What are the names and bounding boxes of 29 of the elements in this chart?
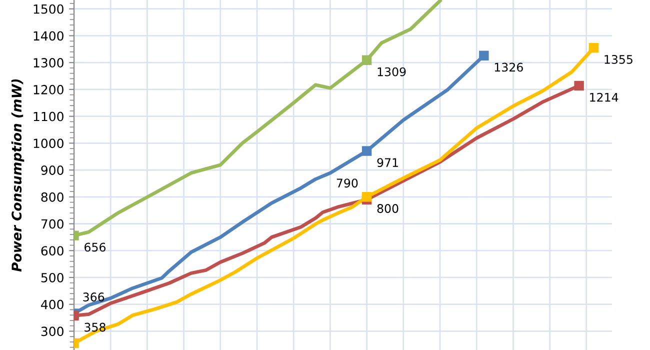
y-tick-label: 1200 bbox=[34, 84, 64, 94]
data-label: 358 bbox=[84, 322, 106, 332]
data-label: 971 bbox=[377, 158, 398, 168]
y-tick-label: 900 bbox=[41, 166, 64, 175]
y-tick-label: 800 bbox=[41, 192, 64, 202]
data-label: 1214 bbox=[590, 92, 618, 102]
data-label: 656 bbox=[84, 242, 106, 252]
point bbox=[362, 146, 372, 156]
data-label: 800 bbox=[377, 204, 398, 213]
y-tick-label: 1300 bbox=[34, 58, 64, 68]
y-tick-label: 1500 bbox=[34, 4, 64, 14]
y-tick-label: 400 bbox=[41, 300, 64, 310]
y-axis-title: Power Consumption (mW) bbox=[11, 79, 24, 272]
y-tick-label: 1400 bbox=[34, 31, 64, 41]
data-label: 1309 bbox=[378, 67, 406, 76]
y-tick-label: 600 bbox=[41, 246, 64, 256]
data-label: 366 bbox=[83, 292, 104, 302]
y-tick-label: 1100 bbox=[34, 112, 64, 122]
y-tick-label: 500 bbox=[41, 272, 64, 282]
point bbox=[588, 42, 599, 53]
point bbox=[574, 80, 584, 91]
point bbox=[362, 192, 372, 202]
y-tick-label: 1000 bbox=[34, 138, 64, 148]
data-label: 1355 bbox=[604, 54, 632, 64]
point bbox=[479, 50, 489, 60]
y-tick-label: 300 bbox=[41, 326, 64, 336]
data-label: 790 bbox=[336, 178, 358, 188]
y-tick-label: 700 bbox=[41, 219, 64, 229]
data-label: 1326 bbox=[494, 62, 523, 72]
